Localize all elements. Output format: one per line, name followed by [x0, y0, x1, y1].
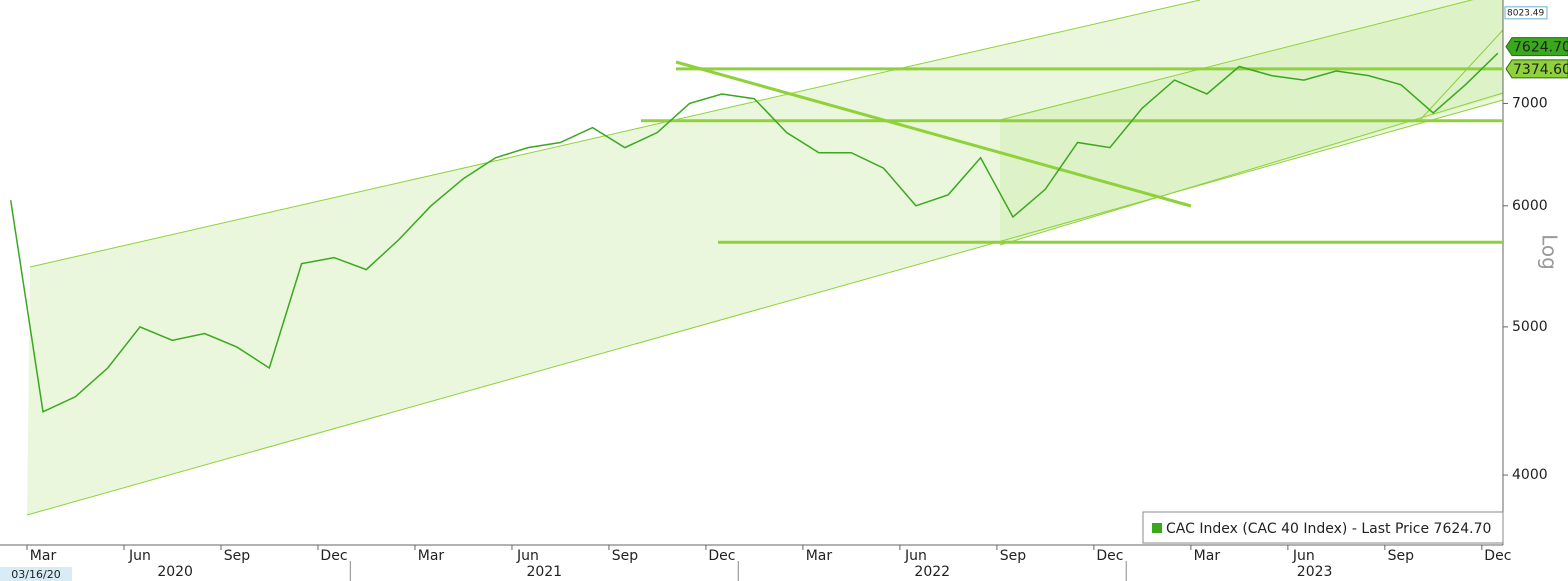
- y-axis-label: Log: [1538, 234, 1562, 270]
- year-label: 2022: [914, 564, 950, 580]
- x-tick-label: Jun: [128, 548, 151, 564]
- legend-swatch: [1152, 523, 1162, 533]
- channel-line: [1419, 29, 1504, 121]
- x-tick-label: Mar: [806, 548, 833, 564]
- x-tick-label: Dec: [320, 548, 347, 564]
- y-tick-label: 5000: [1512, 319, 1548, 335]
- x-tick-label: Dec: [1096, 548, 1123, 564]
- x-tick-label: Dec: [1484, 548, 1511, 564]
- year-label: 2020: [157, 564, 193, 580]
- year-label: 2023: [1297, 564, 1333, 580]
- channel-line: [999, 92, 1504, 246]
- x-tick-label: Jun: [516, 548, 539, 564]
- x-tick-label: Jun: [1292, 548, 1315, 564]
- year-label: 2021: [526, 564, 562, 580]
- x-tick-label: Dec: [708, 548, 735, 564]
- x-tick-label: Mar: [418, 548, 445, 564]
- channel-line: [999, 0, 1474, 121]
- x-tick-label: Mar: [1194, 548, 1221, 564]
- price-line: [9, 52, 1499, 413]
- top-marker: [1504, 6, 1548, 20]
- y-tick-label: 4000: [1512, 467, 1548, 483]
- price-tag-label: 7374.60: [1513, 62, 1568, 78]
- x-tick-label: Sep: [224, 548, 251, 564]
- trend-line: [675, 60, 1192, 208]
- price-tag-label: 7624.70: [1513, 40, 1568, 56]
- channel-line: [29, 0, 1201, 268]
- start-label: 03/16/20: [11, 568, 60, 581]
- x-tick-label: Mar: [30, 548, 57, 564]
- y-tick-label: 7000: [1512, 95, 1548, 111]
- x-tick-label: Sep: [612, 548, 639, 564]
- top-marker-label: 8023.49: [1507, 8, 1544, 18]
- x-tick-label: Sep: [1388, 548, 1415, 564]
- legend-label: CAC Index (CAC 40 Index) - Last Price 76…: [1166, 521, 1491, 537]
- price-tag: [1505, 59, 1568, 79]
- x-tick-label: Sep: [1000, 548, 1027, 564]
- legend: [1142, 511, 1504, 544]
- x-tick-label: Jun: [904, 548, 927, 564]
- y-tick-label: 6000: [1512, 198, 1548, 214]
- start-tag: [0, 567, 72, 581]
- price-tag: [1505, 37, 1568, 57]
- inner-channel: [1000, 0, 1503, 245]
- channel-line: [26, 99, 1504, 516]
